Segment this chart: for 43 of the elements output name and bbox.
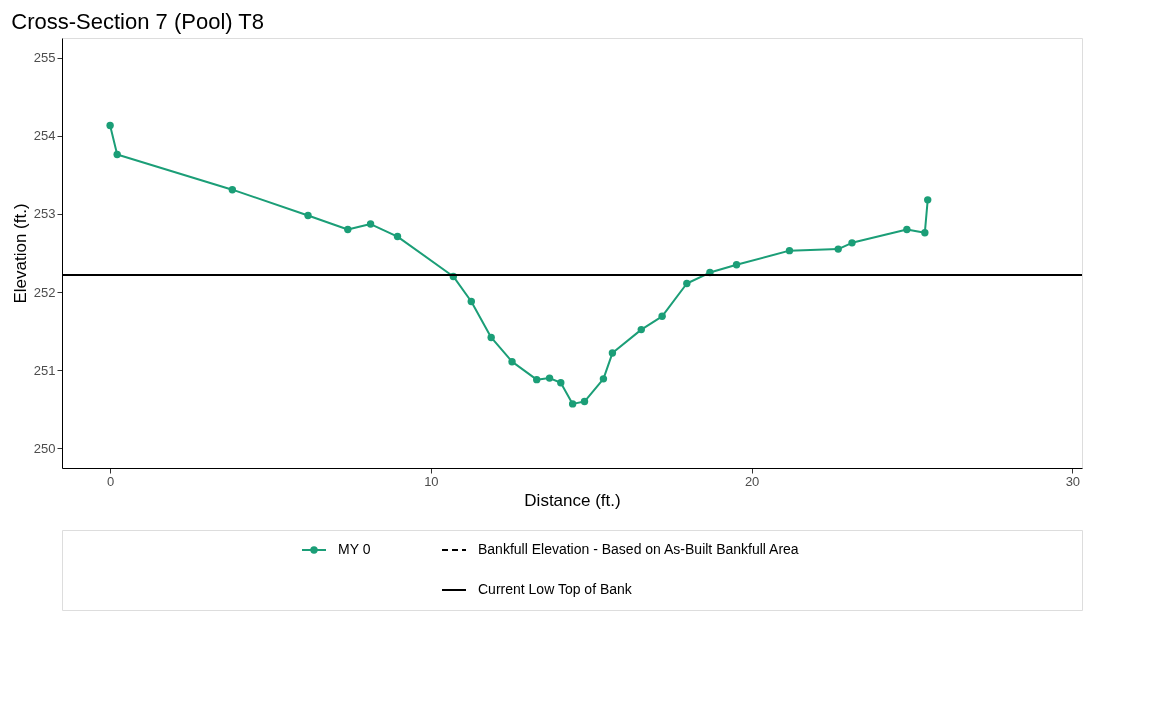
y-tick-label: 255 [33, 50, 56, 66]
point [533, 375, 541, 384]
x-tick-label: 10 [424, 473, 439, 489]
point [608, 349, 617, 357]
y-tick-label: 250 [33, 440, 56, 456]
point [683, 279, 691, 288]
point [467, 297, 475, 306]
x-axis-title: Distance (ft.) [524, 490, 621, 510]
y-tick-label: 254 [33, 128, 56, 144]
point [903, 225, 911, 234]
point [732, 261, 741, 269]
point [304, 211, 312, 220]
y-axis-title: Elevation (ft.) [10, 203, 30, 304]
x-tick-label: 30 [1065, 473, 1081, 489]
point [834, 245, 842, 253]
point [599, 375, 608, 383]
point [106, 121, 114, 130]
text: Bankfull Elevation - Based on As-Built Bankfull Area [478, 541, 799, 557]
x-tick-label: 0 [107, 473, 115, 489]
chart-title: Cross-Section 7 (Pool) T8 [11, 9, 265, 34]
point [344, 225, 352, 234]
point [545, 374, 554, 382]
x-tick-label: 20 [744, 473, 760, 489]
legend-label: Current Low Top of Bank [478, 581, 633, 597]
point [228, 185, 237, 194]
point [487, 333, 495, 342]
point [921, 228, 929, 237]
y-tick-label: 251 [33, 362, 56, 378]
point [658, 312, 666, 321]
y-tick-label: 253 [33, 206, 56, 222]
point [580, 397, 589, 406]
point [785, 246, 794, 255]
legend-label: MY 0 [338, 541, 371, 557]
point [637, 325, 645, 334]
y-tick-label: 252 [33, 284, 56, 300]
point [393, 232, 402, 241]
point [557, 379, 565, 387]
point [508, 357, 516, 366]
point [924, 196, 932, 204]
point [568, 400, 577, 408]
point [113, 150, 121, 159]
point [366, 220, 375, 228]
point [848, 239, 856, 247]
